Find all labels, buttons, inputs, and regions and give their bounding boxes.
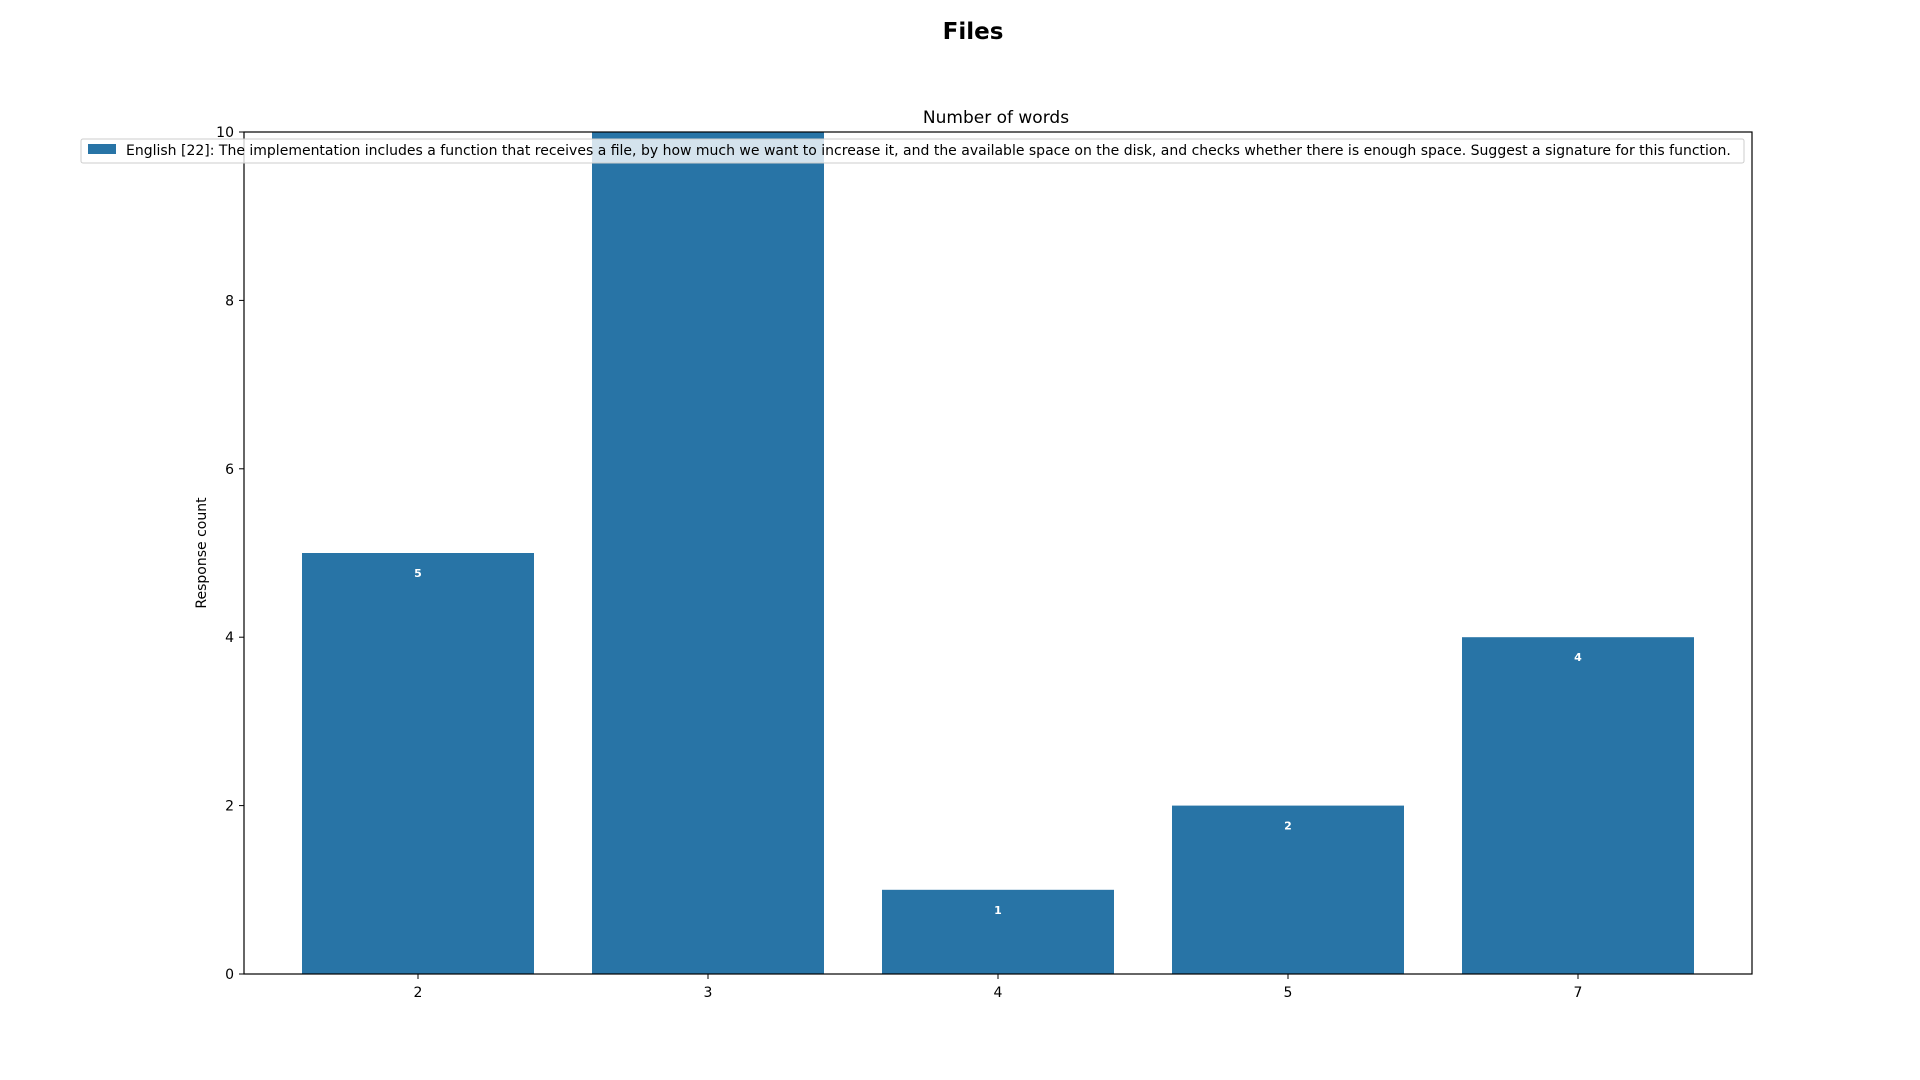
- bar-4: [882, 889, 1114, 974]
- bar-5: [1172, 805, 1404, 974]
- legend-swatch: [88, 144, 116, 154]
- data-labels-layer: 5 1 2 4: [414, 567, 1582, 917]
- legend: English [22]: The implementation include…: [80, 138, 1745, 164]
- y-tick-label: 0: [225, 967, 234, 983]
- y-tick-label: 4: [225, 630, 234, 646]
- bar-7: [1462, 637, 1694, 974]
- y-axis: 0 2 4 6 8 10: [216, 125, 244, 983]
- data-label-5: 2: [1284, 820, 1292, 833]
- bars-layer: [302, 132, 1694, 974]
- x-tick-label: 3: [704, 985, 713, 1001]
- data-label-2: 5: [414, 567, 422, 580]
- chart-title: Number of words: [923, 108, 1069, 128]
- y-tick-label: 6: [225, 462, 234, 478]
- x-tick-label: 5: [1284, 985, 1293, 1001]
- bar-2: [302, 553, 534, 974]
- x-tick-label: 4: [994, 985, 1003, 1001]
- x-tick-label: 2: [414, 985, 423, 1001]
- legend-entry-label: English [22]: The implementation include…: [126, 143, 1731, 159]
- x-axis: 2 3 4 5 7: [414, 974, 1583, 1001]
- data-label-7: 4: [1574, 651, 1582, 664]
- bar-3: [592, 132, 824, 974]
- figure-title: Files: [943, 19, 1004, 45]
- legend-box: [80, 138, 1745, 164]
- y-tick-label: 2: [225, 799, 234, 815]
- x-tick-label: 7: [1574, 985, 1583, 1001]
- y-tick-label: 10: [216, 125, 234, 141]
- data-label-4: 1: [994, 904, 1002, 917]
- y-axis-label: Response count: [194, 497, 210, 609]
- y-tick-label: 8: [225, 293, 234, 309]
